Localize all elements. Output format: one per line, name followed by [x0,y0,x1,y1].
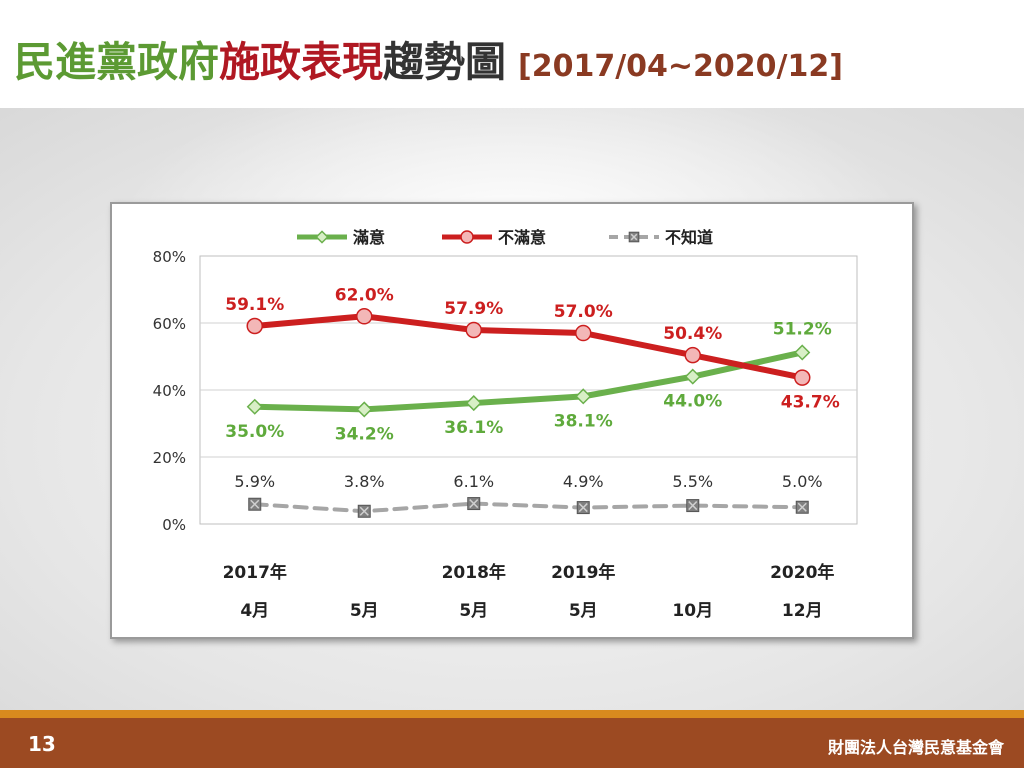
x-tick-label-year: 2018年 [442,562,506,583]
legend-marker [315,230,329,244]
data-label: 5.0% [782,472,823,491]
data-point [356,308,373,325]
data-label: 36.1% [444,418,503,438]
x-tick-label-month: 4月 [240,601,269,621]
data-point [465,321,482,339]
data-label: 57.9% [444,299,503,319]
x-tick-label-year: 2019年 [551,562,615,583]
data-label: 38.1% [554,411,613,431]
title-segment-date-range: [2017/04~2020/12] [518,49,843,84]
data-point [794,344,811,361]
legend-marker-x [630,233,638,241]
data-point-x [578,503,588,513]
series-line-1 [251,313,806,381]
page-title: 民進黨政府施政表現趨勢圖 [2017/04~2020/12] [14,28,843,88]
data-point [246,317,263,335]
page-number: 13 [28,732,56,756]
x-tick-label-month: 5月 [350,601,379,621]
organization-name: 財團法人台灣民意基金會 [827,738,1004,757]
data-label: 51.2% [773,319,832,339]
data-point [575,388,592,405]
data-label: 35.0% [225,422,284,442]
y-tick-label: 80% [153,248,186,266]
data-point [684,346,701,364]
legend-label: 滿意 [353,228,385,247]
data-label: 50.4% [663,324,722,344]
data-point [575,324,592,342]
legend-label: 不滿意 [498,228,546,247]
title-segment-trend: 趨勢圖 [383,38,506,86]
data-label: 6.1% [453,472,494,491]
data-point-x [359,506,369,516]
x-tick-label-month: 12月 [782,601,823,621]
data-point-x [688,501,698,511]
y-tick-label: 0% [162,516,186,534]
data-point [465,395,482,412]
x-tick-label-month: 5月 [459,601,488,621]
data-label: 4.9% [563,472,604,491]
y-tick-label: 20% [153,449,186,467]
legend-marker [460,230,474,244]
footer-bar: 13 財團法人台灣民意基金會 [0,718,1024,768]
x-tick-label-year: 2017年 [223,562,287,583]
data-point-x [797,502,807,512]
data-label: 57.0% [554,302,613,322]
data-point [794,369,811,386]
legend-label: 不知道 [665,228,713,247]
data-point [246,398,263,415]
x-tick-label-year: 2020年 [770,562,834,583]
series-line-0 [251,349,806,413]
data-label: 3.8% [344,472,385,491]
data-label: 59.1% [225,295,284,315]
title-segment-performance: 施政表現 [219,38,383,86]
data-label: 5.9% [234,472,275,491]
data-label: 44.0% [663,392,722,412]
y-tick-label: 60% [153,315,186,333]
data-label: 5.5% [672,472,713,491]
x-tick-label-month: 5月 [569,601,598,621]
data-label: 34.2% [335,424,394,444]
data-point [356,401,373,418]
data-label: 62.0% [335,285,394,305]
data-point-x [250,499,260,509]
x-tick-label-month: 10月 [672,601,713,621]
y-tick-label: 40% [153,382,186,400]
line-chart: 0% 20% 40% 60% 80% 2017年 4月 5月 2018年 5月 2019年 5月 10月… [153,228,858,621]
title-bar: 民進黨政府施政表現趨勢圖 [2017/04~2020/12] [0,0,1024,108]
series-line-2 [252,501,805,514]
chart-frame: 0% 20% 40% 60% 80% 2017年 4月 5月 2018年 5月 2019年 5月 10月… [110,202,914,639]
title-segment-government: 民進黨政府 [14,38,219,86]
data-label: 43.7% [781,393,840,413]
data-point-x [469,499,479,509]
footer-accent-line [0,710,1024,718]
data-point [684,368,701,385]
